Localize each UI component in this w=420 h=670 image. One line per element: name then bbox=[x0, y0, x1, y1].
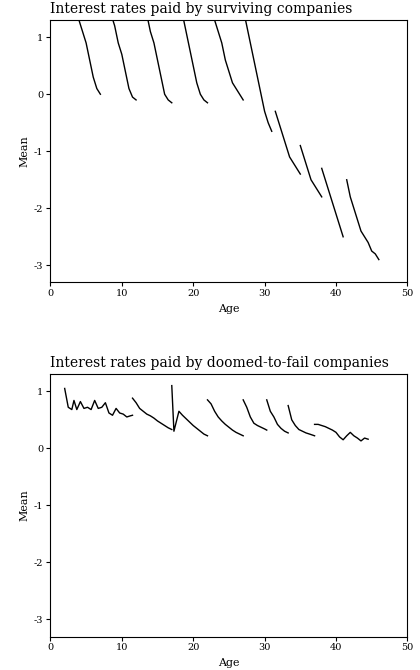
Y-axis label: Mean: Mean bbox=[20, 135, 30, 167]
Y-axis label: Mean: Mean bbox=[20, 490, 30, 521]
Text: Interest rates paid by doomed-to-fail companies: Interest rates paid by doomed-to-fail co… bbox=[50, 356, 389, 371]
X-axis label: Age: Age bbox=[218, 658, 240, 668]
Text: Interest rates paid by surviving companies: Interest rates paid by surviving compani… bbox=[50, 2, 353, 16]
X-axis label: Age: Age bbox=[218, 304, 240, 314]
